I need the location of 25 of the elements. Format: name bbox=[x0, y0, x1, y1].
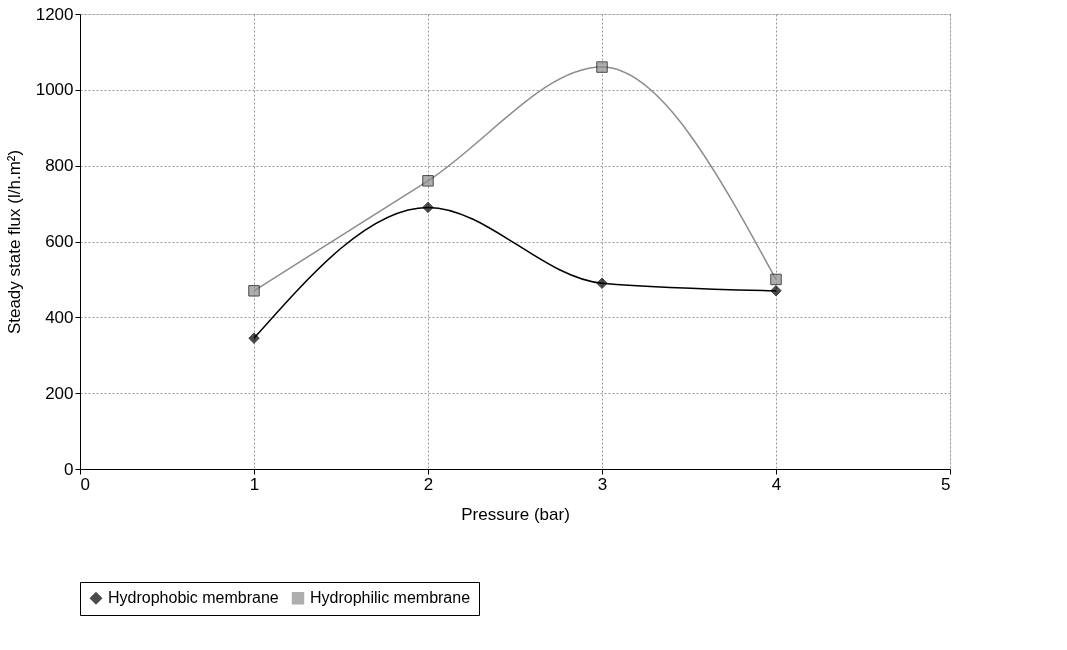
y-tick-label: 800 bbox=[45, 156, 74, 176]
y-tick-label: 1200 bbox=[35, 4, 74, 24]
point bbox=[248, 285, 260, 297]
legend-label: Hydrophobic membrane bbox=[108, 589, 279, 607]
x-axis-title: Pressure (bar) bbox=[461, 504, 570, 524]
point bbox=[596, 277, 608, 289]
y-tick-label: 0 bbox=[64, 459, 74, 479]
point bbox=[422, 201, 434, 214]
x-tick-label: 4 bbox=[771, 474, 782, 494]
y-tick-label: 600 bbox=[45, 232, 74, 251]
x-tick-label: 0 bbox=[80, 474, 90, 494]
point bbox=[770, 285, 782, 297]
y-tick-label: 1000 bbox=[35, 80, 74, 100]
legend-label: Hydrophilic membrane bbox=[310, 589, 471, 607]
y-axis-title: Steady state flux (l/h.m²) bbox=[4, 149, 24, 335]
y-tick-label: 200 bbox=[45, 383, 74, 403]
x-tick-label: 5 bbox=[941, 474, 951, 494]
point bbox=[596, 61, 608, 73]
point bbox=[422, 175, 434, 187]
x-tick-label: 1 bbox=[249, 474, 260, 494]
point bbox=[770, 273, 782, 286]
point bbox=[248, 332, 260, 344]
x-tick-label: 2 bbox=[423, 474, 434, 494]
y-tick-label: 400 bbox=[45, 307, 74, 327]
x-tick-label: 3 bbox=[597, 474, 608, 494]
